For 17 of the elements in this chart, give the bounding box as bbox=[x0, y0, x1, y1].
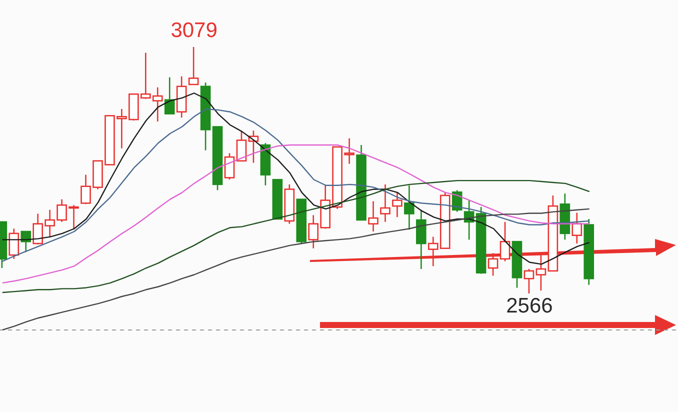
candlestick bbox=[392, 191, 402, 218]
annotation: 2566 bbox=[506, 294, 553, 318]
candlestick bbox=[368, 200, 378, 232]
candlestick bbox=[524, 268, 534, 294]
candlestick bbox=[536, 252, 546, 292]
candlestick bbox=[404, 184, 414, 230]
candlestick bbox=[8, 228, 20, 260]
candlestick bbox=[416, 209, 426, 270]
candlestick bbox=[572, 212, 582, 244]
annotation: 3079 bbox=[170, 19, 218, 42]
candlestick bbox=[164, 76, 175, 114]
candlestick bbox=[488, 252, 498, 276]
candlestick bbox=[380, 184, 390, 223]
candlestick bbox=[224, 152, 235, 180]
candlestick bbox=[236, 130, 247, 162]
candlestick bbox=[188, 47, 199, 86]
candlestick bbox=[500, 221, 510, 262]
